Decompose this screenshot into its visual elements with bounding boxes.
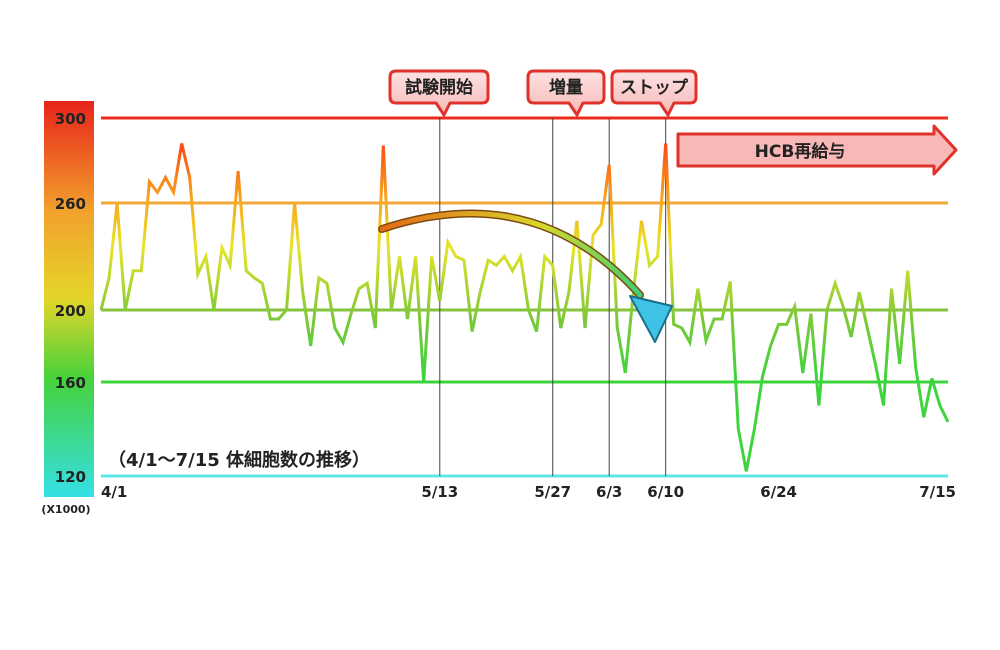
callout-1: 試験開始	[388, 69, 490, 117]
y-tick-260: 260	[55, 195, 86, 213]
y-tick-200: 200	[55, 302, 86, 320]
x-tick-5-13: 5/13	[421, 483, 458, 501]
callout-3: ストップ	[610, 69, 698, 117]
hcb-arrow-label: HCB再給与	[755, 141, 846, 162]
y-tick-300: 300	[55, 110, 86, 128]
callout-box	[388, 69, 490, 117]
callout-box	[526, 69, 606, 117]
y-tick-120: 120	[55, 468, 86, 486]
color-scale-bar	[44, 101, 94, 497]
callout-label: 増量	[549, 77, 583, 98]
x-tick-6-3: 6/3	[596, 483, 622, 501]
hcb-arrow-shape	[676, 124, 958, 176]
x-tick-5-27: 5/27	[534, 483, 571, 501]
event-callouts: 試験開始 増量 ストップ	[388, 69, 698, 117]
x-tick-4-1: 4/1	[101, 483, 127, 501]
color-scale-gradient	[44, 101, 94, 497]
x-axis-labels: 4/1 5/13 5/27 6/3 6/10 6/24 7/15	[101, 483, 956, 501]
y-tick-160: 160	[55, 374, 86, 392]
x-tick-6-24: 6/24	[760, 483, 797, 501]
trend-arrow	[378, 209, 673, 343]
hcb-arrow: HCB再給与	[676, 124, 958, 176]
trend-arrowhead	[629, 295, 673, 343]
callout-2: 増量	[526, 69, 606, 117]
reference-lines	[101, 116, 948, 478]
series-layer	[99, 143, 950, 472]
trend-arrow-body	[379, 211, 643, 298]
callout-box	[610, 69, 698, 117]
y-axis-labels: 300 260 200 160 120	[55, 110, 86, 486]
x-tick-6-10: 6/10	[647, 483, 684, 501]
y-unit-label: (X1000)	[41, 503, 90, 516]
callout-label: 試験開始	[405, 77, 473, 98]
chart-caption: （4/1〜7/15 体細胞数の推移）	[108, 449, 370, 471]
series-line	[99, 143, 950, 472]
x-tick-7-15: 7/15	[919, 483, 956, 501]
callout-label: ストップ	[620, 77, 689, 98]
